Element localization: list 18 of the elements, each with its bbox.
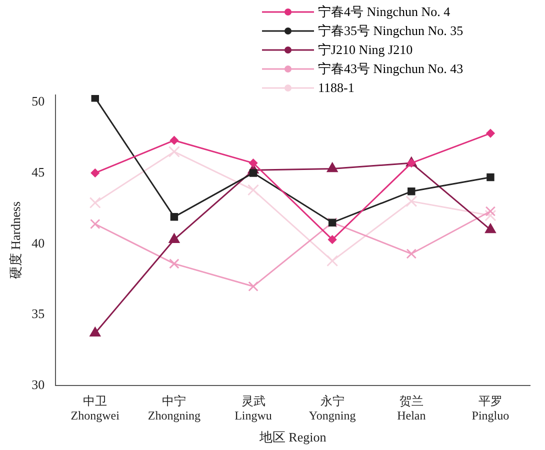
x-tick-label: 中卫 Zhongwei xyxy=(70,394,120,422)
y-tick-label: 40 xyxy=(32,235,45,250)
x-axis-title: 地区 Region xyxy=(258,430,327,445)
y-tick-label: 30 xyxy=(32,377,45,392)
legend-label: 宁春35号 Ningchun No. 35 xyxy=(318,22,464,40)
y-axis-title: 硬度 Hardness xyxy=(8,201,24,280)
x-tick-label: 贺兰 Helan xyxy=(397,394,426,422)
x-tick-label: 中宁 Zhongning xyxy=(148,394,201,422)
x-tick-label: 灵武 Lingwu xyxy=(234,394,272,422)
x-tick-label: 平罗 Pingluo xyxy=(472,394,510,422)
y-tick-label: 50 xyxy=(32,94,45,109)
legend-label: 1188-1 xyxy=(318,79,354,97)
x-tick-label: 永宁 Yongning xyxy=(308,394,356,422)
legend-label: 宁春43号 Ningchun No. 43 xyxy=(318,60,464,78)
y-tick-label: 35 xyxy=(32,306,45,322)
y-tick-label: 45 xyxy=(32,164,45,180)
legend-label: 宁春4号 Ningchun No. 4 xyxy=(318,3,450,21)
legend-label: 宁J210 Ning J210 xyxy=(318,41,413,59)
